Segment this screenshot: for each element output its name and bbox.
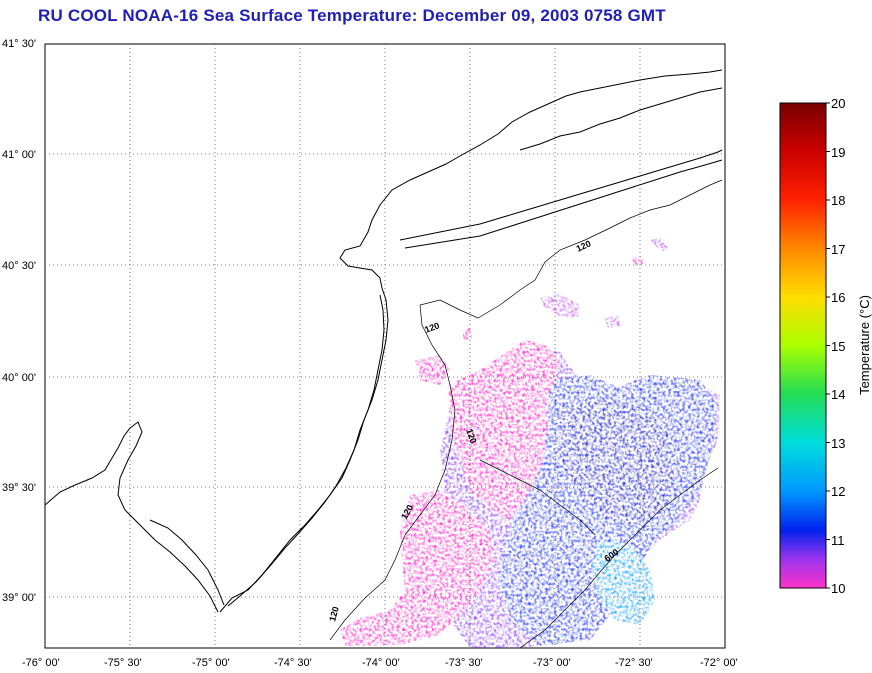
sst-patch-ne-3 xyxy=(650,238,668,252)
sst-patch-magenta-mid xyxy=(415,355,450,385)
lon-tick-label: -76° 00' xyxy=(22,657,60,669)
graticule xyxy=(45,44,725,648)
lat-tick-label: 41° 30' xyxy=(2,38,36,50)
colorbar-title: Temperature (°C) xyxy=(857,295,872,395)
lat-tick-label: 41° 00' xyxy=(2,149,36,161)
colorbar-tick-label: 19 xyxy=(831,145,845,160)
colorbar-tick-label: 15 xyxy=(831,339,845,354)
coastline-long-island xyxy=(399,149,723,241)
colorbar-tick-label: 10 xyxy=(831,581,845,596)
lat-tick-label: 39° 30' xyxy=(2,482,36,494)
contour-600 xyxy=(519,467,719,649)
sst-data-layer xyxy=(340,238,720,648)
sst-patch-ne-4 xyxy=(632,256,644,266)
colorbar: 20 19 18 17 16 15 14 13 12 11 10 Tempera… xyxy=(779,96,872,596)
sst-patch-coast-1 xyxy=(462,328,472,340)
coastline-delaware-east xyxy=(149,519,225,606)
contour-label-120-5: 120 xyxy=(327,605,341,622)
colorbar-tick-label: 13 xyxy=(831,436,845,451)
sst-patch-ne-1 xyxy=(540,294,580,318)
coastline-nj-inner xyxy=(227,294,385,607)
lat-tick-label: 40° 30' xyxy=(2,260,36,272)
lon-tick-label: -73° 00' xyxy=(533,657,571,669)
colorbar-gradient xyxy=(779,102,827,589)
lat-tick-label: 40° 00' xyxy=(2,372,36,384)
coastline-long-island-north xyxy=(404,159,723,249)
sst-patch-magenta-north xyxy=(448,340,560,520)
sst-patch-ne-2 xyxy=(604,316,622,328)
lat-tick-label: 39° 00' xyxy=(2,592,36,604)
lon-tick-label: -75° 30' xyxy=(104,657,142,669)
contour-label-120-3: 120 xyxy=(464,427,479,445)
sst-patch-magenta-south xyxy=(340,490,495,646)
coastline xyxy=(44,69,723,613)
lon-axis: -76° 00' -75° 30' -75° 00' -74° 30' -74°… xyxy=(22,657,738,669)
contour-offshore xyxy=(479,459,596,536)
bathymetry-contours xyxy=(329,179,723,649)
colorbar-tick-label: 20 xyxy=(831,96,845,111)
colorbar-tick-label: 18 xyxy=(831,193,845,208)
lon-tick-label: -74° 30' xyxy=(274,657,312,669)
colorbar-tick-label: 12 xyxy=(831,484,845,499)
contour-label-120-2: 120 xyxy=(423,320,441,335)
coastline-delaware xyxy=(44,421,219,613)
lon-tick-label: -74° 00' xyxy=(362,657,400,669)
sst-patch-cyan xyxy=(592,540,655,625)
lon-tick-label: -72° 00' xyxy=(700,657,738,669)
coastline-ct xyxy=(519,87,723,151)
lon-tick-label: -72° 30' xyxy=(615,657,653,669)
colorbar-tick-label: 14 xyxy=(831,387,845,402)
colorbar-ticks xyxy=(826,102,830,589)
colorbar-tick-label: 17 xyxy=(831,242,845,257)
contour-120-a xyxy=(329,179,723,641)
lon-tick-label: -73° 30' xyxy=(445,657,483,669)
lon-tick-label: -75° 00' xyxy=(192,657,230,669)
map-title: RU COOL NOAA-16 Sea Surface Temperature:… xyxy=(38,6,666,25)
colorbar-tick-label: 16 xyxy=(831,290,845,305)
sst-patch-deep-blue xyxy=(555,400,680,525)
colorbar-tick-label: 11 xyxy=(831,533,845,548)
lat-axis: 41° 30' 41° 00' 40° 30' 40° 00' 39° 30' … xyxy=(2,38,36,604)
